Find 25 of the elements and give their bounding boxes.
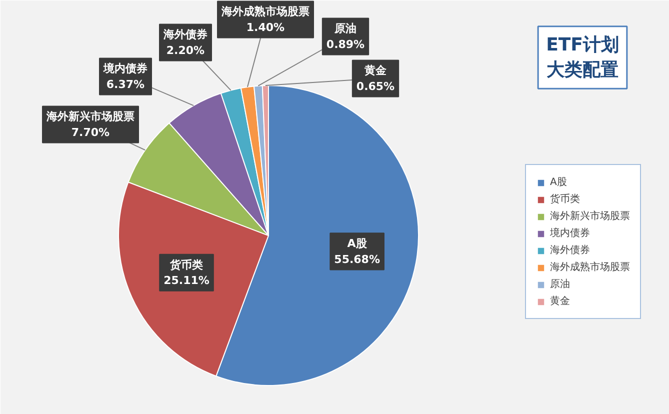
data-label: 0.89% (326, 38, 365, 51)
legend-label: 境内债券 (550, 226, 590, 240)
slice-label: 海外新兴市场股票 (46, 110, 134, 124)
slice-label: 境内债券 (102, 62, 148, 76)
data-label: 0.65% (356, 80, 395, 93)
slice-label: 原油 (334, 22, 356, 36)
text: ETF计划大类配置 (546, 34, 619, 81)
data-label: 6.37% (106, 78, 145, 91)
slice-label: A股 (347, 237, 368, 250)
data-label: 25.11% (164, 274, 210, 287)
slice-label: 海外成熟市场股票 (220, 5, 310, 18)
data-label: 1.40% (246, 20, 285, 34)
legend-label: 海外债券 (550, 244, 590, 257)
legend-label: 海外成熟市场股票 (550, 260, 630, 274)
data-label: 55.68% (334, 252, 380, 266)
slice-label: 黄金 (364, 64, 388, 78)
slice-label: 海外债券 (162, 28, 208, 42)
legend-label: A股 (550, 176, 568, 189)
slice-label: 货币类 (169, 258, 204, 272)
data-label: 2.20% (166, 44, 205, 57)
legend-label: 黄金 (550, 294, 570, 308)
legend-label: 原油 (550, 278, 570, 291)
data-label: 7.70% (71, 126, 110, 139)
legend-label: 海外新兴市场股票 (550, 210, 630, 223)
legend-label: 货币类 (550, 192, 580, 206)
